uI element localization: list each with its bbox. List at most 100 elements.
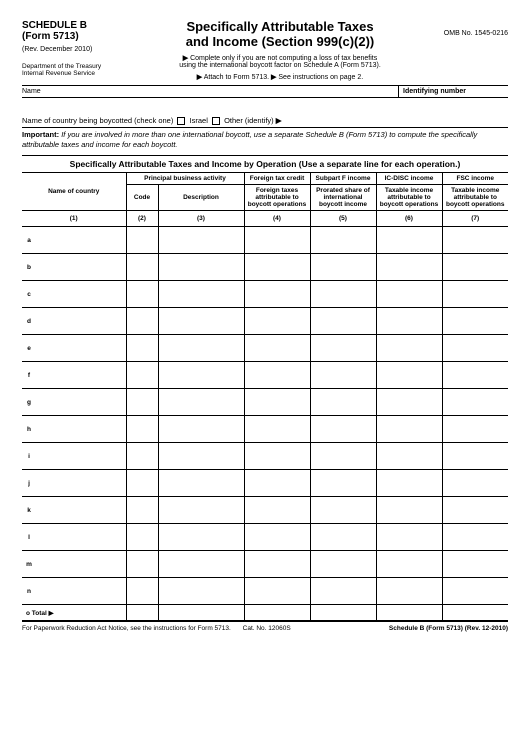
cell-desc[interactable]: [158, 443, 244, 470]
total-cell-6[interactable]: [376, 605, 442, 621]
cell-4[interactable]: [244, 281, 310, 308]
cell-country[interactable]: [36, 416, 126, 443]
cell-5[interactable]: [310, 362, 376, 389]
cell-country[interactable]: [36, 362, 126, 389]
cell-desc[interactable]: [158, 578, 244, 605]
cell-code[interactable]: [126, 470, 158, 497]
cell-5[interactable]: [310, 497, 376, 524]
cell-code[interactable]: [126, 524, 158, 551]
checkbox-other[interactable]: [212, 117, 220, 125]
cell-6[interactable]: [376, 443, 442, 470]
cell-desc[interactable]: [158, 281, 244, 308]
cell-country[interactable]: [36, 308, 126, 335]
total-cell-2[interactable]: [126, 605, 158, 621]
cell-4[interactable]: [244, 551, 310, 578]
cell-6[interactable]: [376, 524, 442, 551]
cell-country[interactable]: [36, 254, 126, 281]
cell-6[interactable]: [376, 227, 442, 254]
cell-code[interactable]: [126, 281, 158, 308]
cell-7[interactable]: [442, 227, 508, 254]
cell-country[interactable]: [36, 335, 126, 362]
total-cell-3[interactable]: [158, 605, 244, 621]
cell-4[interactable]: [244, 254, 310, 281]
checkbox-israel[interactable]: [177, 117, 185, 125]
cell-4[interactable]: [244, 470, 310, 497]
cell-5[interactable]: [310, 443, 376, 470]
cell-5[interactable]: [310, 524, 376, 551]
cell-6[interactable]: [376, 551, 442, 578]
cell-7[interactable]: [442, 443, 508, 470]
total-cell-7[interactable]: [442, 605, 508, 621]
cell-4[interactable]: [244, 227, 310, 254]
cell-desc[interactable]: [158, 416, 244, 443]
cell-desc[interactable]: [158, 524, 244, 551]
cell-country[interactable]: [36, 578, 126, 605]
cell-5[interactable]: [310, 578, 376, 605]
cell-4[interactable]: [244, 362, 310, 389]
cell-4[interactable]: [244, 497, 310, 524]
cell-4[interactable]: [244, 389, 310, 416]
cell-code[interactable]: [126, 443, 158, 470]
cell-code[interactable]: [126, 389, 158, 416]
cell-4[interactable]: [244, 443, 310, 470]
cell-desc[interactable]: [158, 308, 244, 335]
cell-5[interactable]: [310, 551, 376, 578]
cell-6[interactable]: [376, 497, 442, 524]
cell-7[interactable]: [442, 497, 508, 524]
cell-7[interactable]: [442, 335, 508, 362]
cell-5[interactable]: [310, 416, 376, 443]
cell-6[interactable]: [376, 389, 442, 416]
cell-desc[interactable]: [158, 227, 244, 254]
cell-code[interactable]: [126, 551, 158, 578]
cell-7[interactable]: [442, 308, 508, 335]
cell-7[interactable]: [442, 416, 508, 443]
cell-country[interactable]: [36, 470, 126, 497]
total-cell-5[interactable]: [310, 605, 376, 621]
cell-code[interactable]: [126, 416, 158, 443]
cell-5[interactable]: [310, 254, 376, 281]
cell-6[interactable]: [376, 362, 442, 389]
cell-desc[interactable]: [158, 551, 244, 578]
cell-7[interactable]: [442, 389, 508, 416]
cell-code[interactable]: [126, 335, 158, 362]
cell-country[interactable]: [36, 551, 126, 578]
cell-6[interactable]: [376, 416, 442, 443]
cell-6[interactable]: [376, 335, 442, 362]
cell-country[interactable]: [36, 524, 126, 551]
cell-5[interactable]: [310, 227, 376, 254]
cell-code[interactable]: [126, 227, 158, 254]
cell-6[interactable]: [376, 308, 442, 335]
cell-5[interactable]: [310, 308, 376, 335]
cell-5[interactable]: [310, 281, 376, 308]
cell-7[interactable]: [442, 470, 508, 497]
cell-desc[interactable]: [158, 389, 244, 416]
cell-code[interactable]: [126, 308, 158, 335]
cell-desc[interactable]: [158, 254, 244, 281]
cell-4[interactable]: [244, 335, 310, 362]
cell-4[interactable]: [244, 578, 310, 605]
cell-6[interactable]: [376, 470, 442, 497]
cell-4[interactable]: [244, 308, 310, 335]
cell-7[interactable]: [442, 578, 508, 605]
cell-desc[interactable]: [158, 362, 244, 389]
cell-4[interactable]: [244, 524, 310, 551]
cell-country[interactable]: [36, 389, 126, 416]
cell-desc[interactable]: [158, 335, 244, 362]
cell-code[interactable]: [126, 362, 158, 389]
cell-4[interactable]: [244, 416, 310, 443]
cell-6[interactable]: [376, 254, 442, 281]
cell-7[interactable]: [442, 254, 508, 281]
cell-7[interactable]: [442, 551, 508, 578]
cell-7[interactable]: [442, 524, 508, 551]
cell-desc[interactable]: [158, 470, 244, 497]
cell-code[interactable]: [126, 497, 158, 524]
cell-desc[interactable]: [158, 497, 244, 524]
cell-7[interactable]: [442, 281, 508, 308]
cell-7[interactable]: [442, 362, 508, 389]
cell-6[interactable]: [376, 281, 442, 308]
cell-code[interactable]: [126, 578, 158, 605]
cell-5[interactable]: [310, 389, 376, 416]
cell-country[interactable]: [36, 281, 126, 308]
cell-5[interactable]: [310, 470, 376, 497]
cell-country[interactable]: [36, 443, 126, 470]
